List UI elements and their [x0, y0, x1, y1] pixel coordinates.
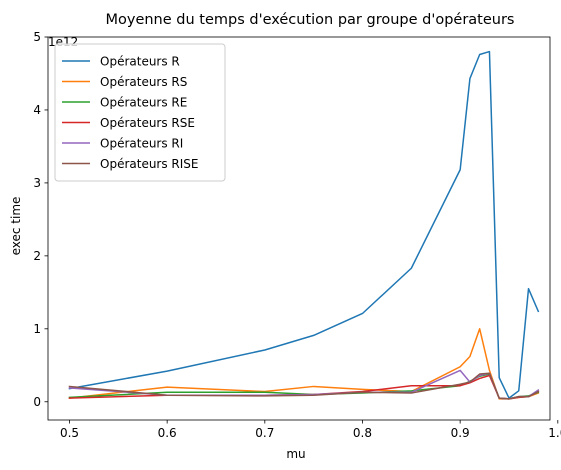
plot-frame [47, 36, 551, 421]
plot-area [47, 36, 551, 421]
y-tick-label: 2 [33, 249, 41, 263]
legend-entry: Opérateurs RI [100, 137, 183, 151]
series-line-1 [68, 50, 540, 399]
x-tick-label: 0.7 [255, 426, 274, 440]
x-tick-label: 1.0 [548, 426, 561, 440]
series-line-5 [68, 369, 540, 400]
y-tick-label: 5 [33, 30, 41, 44]
y-axis-label: exec time [9, 197, 23, 256]
x-tick-label: 0.9 [451, 426, 470, 440]
y-tick-label: 1 [33, 322, 41, 336]
y-axis: 0 1 2 3 4 5 [33, 30, 48, 409]
legend-entry: Opérateurs RS [100, 75, 187, 89]
x-axis-label: mu [286, 447, 305, 461]
legend-box [54, 43, 226, 182]
y-tick-label: 0 [33, 395, 41, 409]
legend-entry: Opérateurs RISE [100, 157, 199, 171]
x-tick-label: 0.8 [353, 426, 372, 440]
legend-entry: Opérateurs RE [100, 96, 187, 110]
legend: Opérateurs R Opérateurs RS Opérateurs RE Op… [54, 43, 226, 182]
chart-title: Moyenne du temps d'exécution par groupe … [105, 12, 514, 28]
x-tick-label: 0.5 [60, 426, 79, 440]
x-axis: 0.5 0.6 0.7 0.8 0.9 1.0 [60, 420, 561, 440]
y-tick-label: 4 [33, 103, 41, 117]
y-tick-label: 3 [33, 176, 41, 190]
x-tick-label: 0.6 [158, 426, 177, 440]
legend-entry: Opérateurs RSE [100, 116, 195, 130]
series-line-2 [68, 328, 540, 400]
legend-entry: Opérateurs R [100, 55, 180, 69]
series-line-6 [68, 372, 540, 400]
